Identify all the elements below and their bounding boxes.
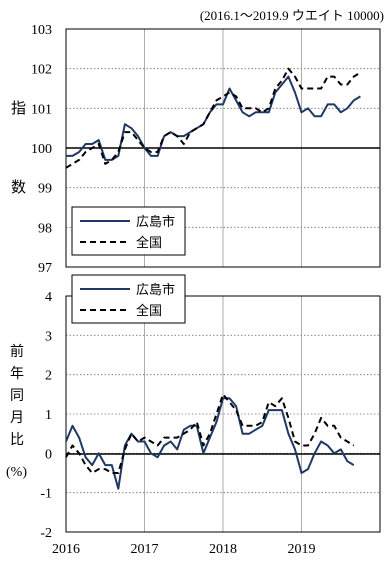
yoy-line-national	[65, 393, 355, 474]
yoy-ylabel-char: 同	[10, 389, 24, 404]
yoy-ylabel-char: (%)	[6, 465, 27, 480]
index-series	[65, 67, 361, 169]
index-ylabel-1: 指	[11, 100, 26, 117]
yoy-ylabel-char: 前	[10, 343, 24, 360]
weight-note: (2016.1～2019.9 ウエイト 10000)	[200, 8, 384, 23]
index-ytick-label: 102	[31, 63, 52, 78]
index-legend-national-label: 全国	[136, 235, 162, 250]
yoy-y-ticks: -2 -1 0 1 2 3 4	[40, 290, 52, 541]
yoy-ytick-label: -1	[40, 487, 52, 502]
yoy-legend: 広島市 全国	[71, 274, 186, 324]
index-ytick-label: 97	[38, 261, 52, 276]
yoy-ylabel-char: 比	[10, 432, 24, 448]
yoy-legend-box	[71, 274, 186, 324]
index-line-national	[65, 67, 361, 169]
yoy-grid	[66, 296, 380, 532]
yoy-x-ticks: 2016 2017 2018 2019	[52, 542, 316, 557]
index-ytick-label: 100	[31, 142, 52, 157]
yoy-ylabel-char: 年	[10, 366, 24, 382]
index-ylabel-2: 数	[11, 179, 26, 196]
yoy-xtick-label: 2017	[131, 542, 159, 557]
yoy-ytick-label: 1	[45, 408, 52, 423]
yoy-xtick-label: 2016	[52, 542, 80, 557]
index-ytick-label: 103	[31, 23, 52, 38]
yoy-ytick-label: 3	[45, 329, 52, 344]
index-plot-frame	[65, 28, 381, 268]
yoy-legend-national-label: 全国	[136, 303, 162, 318]
yoy-line-hiroshima	[65, 397, 355, 490]
index-legend-hiroshima-label: 広島市	[136, 214, 175, 229]
yoy-series	[65, 393, 355, 490]
index-y-ticks: 97 98 99 100 101 102 103	[31, 23, 52, 276]
yoy-xtick-label: 2018	[209, 542, 237, 557]
yoy-ytick-label: -2	[40, 526, 52, 541]
yoy-ylabel-char: 月	[10, 410, 24, 426]
yoy-ytick-label: 2	[45, 369, 52, 384]
yoy-legend-hiroshima-label: 広島市	[136, 282, 175, 297]
index-legend-box	[71, 206, 186, 256]
index-ytick-label: 98	[38, 221, 52, 236]
yoy-ytick-label: 4	[45, 290, 52, 305]
yoy-plot-frame	[65, 295, 381, 533]
index-legend: 広島市 全国	[71, 206, 186, 256]
index-ytick-label: 99	[38, 182, 52, 197]
index-ytick-label: 101	[31, 102, 52, 117]
index-chart: 97 98 99 100 101 102 103 指 数 広島市 全国	[11, 23, 381, 276]
yoy-ytick-label: 0	[45, 447, 52, 462]
yoy-xtick-label: 2019	[288, 542, 316, 557]
